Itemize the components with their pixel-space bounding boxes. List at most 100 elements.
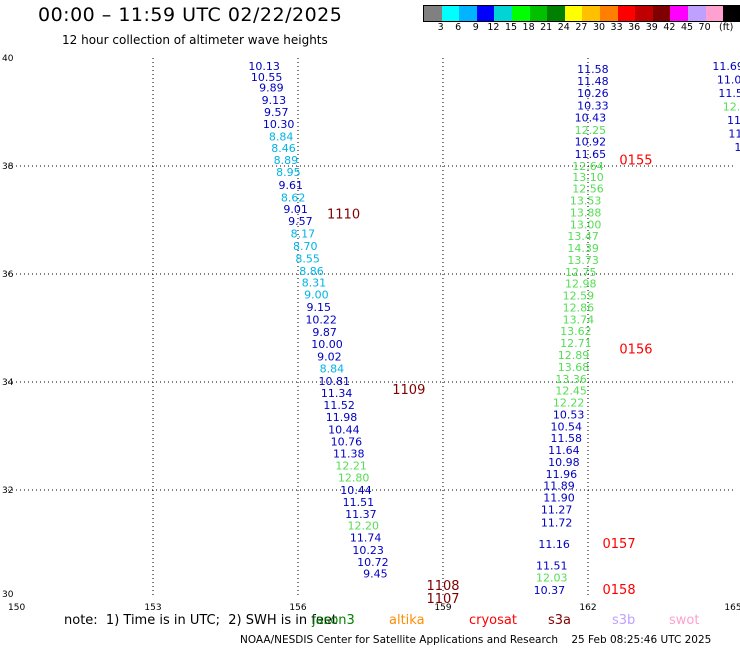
- wave-height-value: 10.37: [534, 584, 566, 597]
- colorbar-swatch: [424, 6, 442, 21]
- colorbar-swatch: [723, 6, 740, 21]
- wave-height-value: 13.74: [563, 313, 595, 326]
- wave-height-value: 9.57: [264, 106, 289, 119]
- wave-height-value: 10.22: [305, 313, 337, 326]
- wave-height-value: 9.15: [307, 301, 332, 314]
- page-title: 00:00 – 11:59 UTC 02/22/2025: [38, 4, 343, 26]
- wave-height-value: 11.5: [718, 87, 740, 100]
- wave-height-value: 10.30: [263, 118, 295, 131]
- colorbar-label: 39: [645, 22, 658, 33]
- colorbar-label: 27: [575, 22, 588, 33]
- wave-height-value: 11.16: [538, 538, 570, 551]
- wave-height-colorbar: [423, 5, 740, 22]
- x-tick-label: 156: [289, 603, 306, 613]
- colorbar-label: 42: [663, 22, 676, 33]
- wave-height-value: 12.75: [565, 266, 597, 279]
- colorbar-label: 36: [628, 22, 641, 33]
- wave-height-value: 14.39: [567, 242, 599, 255]
- wave-height-value: 12.22: [553, 397, 585, 410]
- note-text: note: 1) Time is in UTC; 2) SWH is in fe…: [64, 613, 337, 628]
- satellite-legend-item: altika: [389, 613, 425, 628]
- wave-height-value: 11.38: [333, 447, 365, 460]
- wave-height-value: 12.56: [572, 183, 604, 196]
- x-tick-label: 165: [724, 603, 740, 613]
- wave-height-value: 11.65: [575, 148, 607, 161]
- wave-height-value: 11.69: [712, 60, 740, 73]
- pass-time-label: 0158: [603, 583, 636, 598]
- colorbar-swatch: [441, 6, 460, 21]
- colorbar-swatch: [476, 6, 495, 21]
- wave-height-value: 11.58: [551, 432, 583, 445]
- wave-height-value: 10.98: [548, 456, 580, 469]
- wave-height-value: 11.90: [543, 492, 575, 505]
- wave-height-value: 11.96: [546, 468, 578, 481]
- wave-height-value: 9.01: [283, 203, 308, 216]
- wave-height-value: 12.: [723, 101, 740, 114]
- wave-height-value: 9.45: [363, 568, 388, 581]
- y-tick-label: 30: [2, 590, 14, 600]
- wave-height-value: 13.88: [570, 206, 602, 219]
- wave-height-value: 8.62: [281, 191, 306, 204]
- wave-height-value: 10.44: [328, 424, 360, 437]
- y-tick-label: 38: [2, 162, 14, 172]
- wave-height-value: 10.72: [357, 556, 389, 569]
- wave-height-value: 11.51: [536, 560, 568, 573]
- x-tick-label: 162: [579, 603, 596, 613]
- pass-time-label: 0156: [619, 343, 652, 358]
- wave-height-value: 1: [734, 141, 740, 154]
- colorbar-label: (ft): [719, 22, 734, 33]
- wave-height-value: 9.02: [317, 351, 342, 364]
- colorbar-label: 21: [540, 22, 553, 33]
- y-tick-label: 40: [2, 54, 14, 64]
- pass-time-label: 1108: [426, 579, 459, 594]
- wave-height-value: 12.59: [563, 290, 595, 303]
- wave-height-value: 10.54: [551, 420, 583, 433]
- wave-height-value: 13.53: [570, 195, 602, 208]
- colorbar-swatch: [459, 6, 477, 21]
- pass-time-label: 0157: [603, 537, 636, 552]
- wave-height-value: 12.64: [572, 160, 604, 173]
- wave-height-value: 8.84: [269, 130, 294, 143]
- wave-height-value: 10.43: [575, 111, 607, 124]
- wave-height-value: 10.00: [311, 338, 343, 351]
- wave-height-value: 13.47: [567, 230, 599, 243]
- colorbar-swatch: [529, 6, 548, 21]
- satellite-legend-item: jason3: [312, 613, 355, 628]
- y-tick-label: 34: [2, 378, 14, 388]
- wave-height-value: 9.13: [262, 94, 287, 107]
- colorbar-swatch: [511, 6, 530, 21]
- colorbar-label: 45: [680, 22, 694, 33]
- wave-height-value: 12.45: [555, 385, 587, 398]
- colorbar-label: 30: [592, 22, 606, 33]
- wave-height-value: 12.25: [575, 124, 607, 137]
- wave-height-value: 10.33: [577, 100, 609, 113]
- wave-height-value: 11: [727, 114, 740, 127]
- wave-height-value: 11.64: [548, 444, 580, 457]
- wave-height-value: 10.23: [352, 544, 384, 557]
- wave-height-value: 12.98: [565, 278, 597, 291]
- wave-height-value: 9.57: [288, 215, 313, 228]
- pass-time-label: 1109: [392, 383, 425, 398]
- colorbar-label: 18: [522, 22, 535, 33]
- wave-height-value: 13.10: [572, 171, 604, 184]
- colorbar-swatch: [564, 6, 583, 21]
- wave-height-value: 13.62: [560, 325, 592, 338]
- wave-height-value: 13.68: [558, 361, 590, 374]
- wave-height-value: 8.70: [293, 240, 318, 253]
- wave-height-value: 13.00: [570, 218, 602, 231]
- colorbar-label: 3: [437, 22, 444, 33]
- wave-height-value: 11.74: [350, 532, 382, 545]
- wave-height-value: 12.03: [536, 571, 568, 584]
- wave-height-value: 9.61: [279, 179, 304, 192]
- wave-height-value: 13.73: [567, 254, 599, 267]
- y-tick-label: 36: [2, 270, 14, 280]
- wave-height-value: 8.89: [274, 154, 299, 167]
- wave-height-value: 11.98: [326, 411, 358, 424]
- colorbar-label: 70: [698, 22, 711, 33]
- pass-time-label: 0155: [619, 154, 652, 169]
- satellite-legend-item: swot: [669, 613, 700, 628]
- wave-height-value: 12.21: [335, 460, 367, 473]
- wave-height-value: 13.36: [555, 373, 587, 386]
